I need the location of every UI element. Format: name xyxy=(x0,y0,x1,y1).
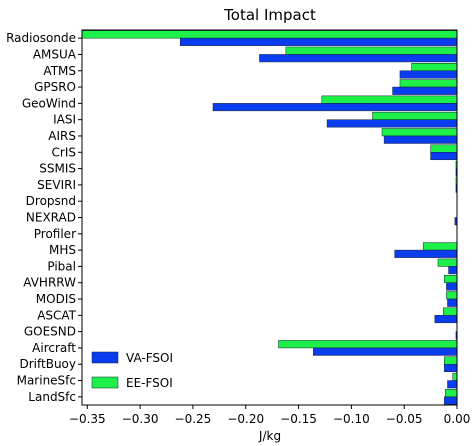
category-label: MODIS xyxy=(36,292,76,306)
bar-ee-fsoi-airs xyxy=(381,128,458,137)
legend: VA-FSOI EE-FSOI xyxy=(91,351,173,390)
category-label: Radiosonde xyxy=(6,31,76,45)
bar-va-fsoi-atms xyxy=(399,70,458,79)
category-label: GOESND xyxy=(24,325,76,339)
category-label: ASCAT xyxy=(37,308,76,322)
bar-va-fsoi-marinesfc xyxy=(447,380,458,389)
x-tick-label: −0.30 xyxy=(122,412,159,426)
bar-ee-fsoi-mhs xyxy=(422,242,458,251)
bar-va-fsoi-iasi xyxy=(326,119,458,128)
bar-va-fsoi-amsua xyxy=(259,54,458,63)
bar-ee-fsoi-atms xyxy=(411,63,458,72)
bar-ee-fsoi-geowind xyxy=(321,95,458,104)
x-axis-title: J/kg xyxy=(258,429,281,443)
bar-va-fsoi-avhrrw xyxy=(446,282,458,291)
category-label: Aircraft xyxy=(32,341,76,355)
legend-label: EE-FSOI xyxy=(126,376,173,390)
category-label: AIRS xyxy=(48,129,76,143)
chart-title: Total Impact xyxy=(223,6,316,24)
y-axis: Radiosonde AMSUA ATMS GPSRO GeoWind IASI AIRS C… xyxy=(6,31,82,404)
category-label: NEXRAD xyxy=(26,211,76,225)
legend-label: VA-FSOI xyxy=(126,351,173,365)
category-label: Profiler xyxy=(34,227,76,241)
bar-ee-fsoi-cris xyxy=(430,144,458,153)
category-label: IASI xyxy=(53,113,76,127)
category-label: AVHRRW xyxy=(23,276,76,290)
bar-ee-fsoi-landsfc xyxy=(445,389,458,398)
bar-va-fsoi-ascat xyxy=(434,315,458,324)
legend-swatch-ee-fsoi xyxy=(91,376,119,389)
bar-ee-fsoi-driftbuoy xyxy=(444,356,458,365)
bar-ee-fsoi-gpsro xyxy=(399,79,458,88)
category-label: Pibal xyxy=(47,259,76,273)
bar-va-fsoi-modis xyxy=(447,298,458,307)
x-tick-label: −0.15 xyxy=(280,412,317,426)
bar-va-fsoi-airs xyxy=(383,135,458,144)
bar-ee-fsoi-avhrrw xyxy=(444,274,458,283)
x-tick-label: −0.25 xyxy=(175,412,212,426)
x-tick-label: −0.35 xyxy=(69,412,106,426)
bar-va-fsoi-driftbuoy xyxy=(444,363,458,372)
category-label: MarineSfc xyxy=(17,374,76,388)
category-label: CrIS xyxy=(52,145,76,159)
bar-ee-fsoi-iasi xyxy=(372,111,458,120)
bar-ee-fsoi-pibal xyxy=(437,258,458,267)
bar-ee-fsoi-aircraft xyxy=(278,340,458,349)
bar-va-fsoi-gpsro xyxy=(392,86,458,95)
x-tick-label: −0.05 xyxy=(386,412,423,426)
category-label: AMSUA xyxy=(33,47,77,61)
bar-va-fsoi-aircraft xyxy=(313,347,458,356)
category-label: GPSRO xyxy=(34,80,76,94)
category-label: LandSfc xyxy=(28,390,76,404)
x-tick-label: 0.00 xyxy=(444,412,471,426)
x-axis: −0.35 −0.30 −0.25 −0.20 −0.15 −0.10 −0.05 0.00 xyxy=(69,405,470,426)
bar-ee-fsoi-radiosonde xyxy=(81,30,458,39)
category-label: DriftBuoy xyxy=(19,357,76,371)
category-label: SSMIS xyxy=(39,162,76,176)
category-label: MHS xyxy=(49,243,76,257)
bar-ee-fsoi-modis xyxy=(446,291,458,300)
bars-group xyxy=(81,30,458,405)
bar-ee-fsoi-marinesfc xyxy=(452,372,458,381)
bar-va-fsoi-cris xyxy=(430,152,458,161)
bar-ee-fsoi-amsua xyxy=(285,46,458,55)
category-label: SEVIRI xyxy=(37,178,76,192)
bar-va-fsoi-radiosonde xyxy=(179,37,458,46)
category-label: Dropsnd xyxy=(26,194,76,208)
bar-ee-fsoi-ascat xyxy=(443,307,458,316)
bar-va-fsoi-mhs xyxy=(394,249,458,258)
x-tick-label: −0.20 xyxy=(227,412,264,426)
category-label: ATMS xyxy=(43,64,76,78)
bar-va-fsoi-pibal xyxy=(448,266,458,275)
bar-va-fsoi-geowind xyxy=(212,103,458,112)
x-tick-label: −0.10 xyxy=(333,412,370,426)
legend-swatch-va-fsoi xyxy=(91,351,119,364)
category-label: GeoWind xyxy=(22,96,76,110)
bar-va-fsoi-landsfc xyxy=(444,396,458,405)
